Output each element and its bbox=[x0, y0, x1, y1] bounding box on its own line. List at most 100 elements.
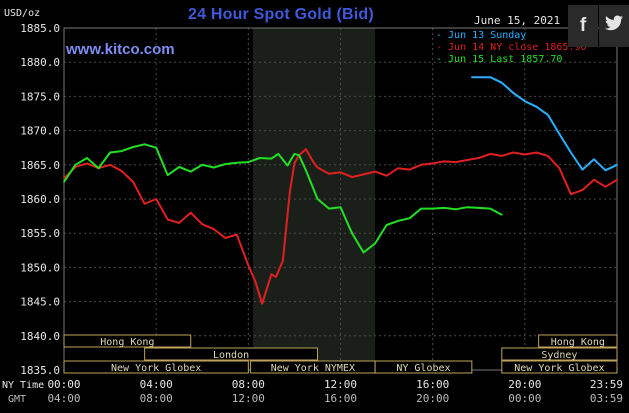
x-tick-gmt: 03:59 bbox=[590, 392, 623, 405]
session-label: NY Globex bbox=[396, 363, 450, 374]
series-point bbox=[512, 92, 515, 94]
series-point bbox=[593, 179, 595, 181]
series-point bbox=[275, 276, 277, 278]
series-point bbox=[143, 203, 146, 205]
series-point bbox=[316, 166, 319, 169]
y-axis-ticks: 1885.0 1880.0 1875.0 1870.0 1865.0 1860.0 1855… bbox=[20, 22, 60, 377]
session-label: New York Globex bbox=[111, 363, 201, 374]
x-tick-ny: 23:59 bbox=[590, 378, 623, 391]
series-point bbox=[282, 259, 284, 262]
series-point bbox=[166, 174, 169, 176]
series-point bbox=[86, 162, 88, 165]
series-point bbox=[286, 164, 289, 167]
session-label: New York NYMEX bbox=[271, 363, 355, 374]
series-point bbox=[259, 157, 261, 159]
series-point bbox=[270, 157, 273, 160]
series-point bbox=[289, 191, 291, 193]
series-line-1 bbox=[63, 148, 618, 305]
series-point bbox=[293, 162, 296, 165]
session-box bbox=[63, 360, 249, 374]
series-point bbox=[420, 164, 422, 166]
y-tick-label: 1840.0 bbox=[20, 330, 60, 343]
series-point bbox=[558, 167, 561, 169]
series-point bbox=[478, 157, 480, 159]
series-point bbox=[201, 164, 204, 166]
series-point bbox=[616, 164, 618, 166]
market-sessions: Hong Kong Hong Kong London Sydney New York G… bbox=[63, 334, 618, 374]
x-tick-ny: 16:00 bbox=[416, 378, 449, 391]
series-point bbox=[97, 167, 100, 169]
series-point bbox=[616, 179, 618, 181]
series-point bbox=[443, 160, 446, 163]
series-point bbox=[224, 237, 227, 239]
session-box bbox=[501, 347, 618, 361]
series-point bbox=[431, 162, 434, 165]
legend: - Jun 13 Sunday - Jun 14 NY close 1865.9… bbox=[436, 30, 587, 66]
y-axis-unit: USD/oz bbox=[4, 8, 41, 19]
series-point bbox=[63, 181, 65, 183]
series-point bbox=[293, 153, 296, 155]
series-point bbox=[547, 155, 549, 157]
y-tick-label: 1855.0 bbox=[20, 227, 60, 240]
twitter-share-button[interactable] bbox=[599, 5, 629, 47]
session-label: Hong Kong bbox=[551, 337, 605, 348]
series-point bbox=[489, 153, 492, 155]
y-tick-label: 1875.0 bbox=[20, 90, 60, 103]
series-point bbox=[512, 151, 515, 154]
series-point bbox=[524, 153, 526, 156]
series-point bbox=[535, 105, 538, 108]
series-point bbox=[328, 207, 330, 210]
x-axis-ticks: NY TimeGMT00:0004:0004:0008:0008:0012:00… bbox=[2, 378, 623, 405]
x-tick-gmt: 04:00 bbox=[47, 392, 80, 405]
series-point bbox=[178, 222, 180, 224]
series-point bbox=[328, 172, 330, 175]
series-point bbox=[489, 76, 492, 78]
x-tick-ny: 20:00 bbox=[508, 378, 541, 391]
series-point bbox=[408, 217, 411, 219]
x-tick-gmt: 12:00 bbox=[232, 392, 265, 405]
x-tick-gmt: 08:00 bbox=[140, 392, 173, 405]
series-point bbox=[236, 161, 238, 164]
session-label: New York Globex bbox=[514, 363, 604, 374]
series-point bbox=[535, 151, 538, 154]
series-point bbox=[489, 207, 492, 210]
series-point bbox=[362, 173, 365, 176]
session-box bbox=[374, 360, 473, 374]
y-tick-label: 1850.0 bbox=[20, 261, 60, 274]
series-point bbox=[155, 198, 157, 200]
series-point bbox=[213, 228, 215, 230]
x-tick-gmt: 16:00 bbox=[324, 392, 357, 405]
series-point bbox=[178, 166, 180, 168]
series-point bbox=[443, 207, 446, 209]
series-point bbox=[454, 161, 457, 163]
facebook-share-button[interactable]: f bbox=[568, 5, 598, 47]
series-point bbox=[189, 170, 192, 173]
series-point bbox=[604, 169, 607, 172]
series-point bbox=[316, 198, 319, 200]
series-point bbox=[397, 167, 399, 169]
series-point bbox=[109, 151, 111, 154]
series-point bbox=[374, 242, 376, 245]
series-point bbox=[385, 224, 388, 226]
series-point bbox=[420, 207, 422, 210]
series-point bbox=[570, 193, 572, 195]
series-point bbox=[120, 170, 123, 172]
series-point bbox=[143, 143, 146, 146]
session-box bbox=[538, 334, 618, 348]
series-point bbox=[397, 220, 399, 222]
legend-item-jun15: - Jun 15 Last 1857.70 bbox=[436, 54, 563, 65]
y-tick-label: 1845.0 bbox=[20, 296, 60, 309]
x-tick-gmt: 00:00 bbox=[508, 392, 541, 405]
session-label: Sydney bbox=[541, 350, 577, 361]
facebook-icon: f bbox=[579, 15, 587, 36]
series-point bbox=[351, 232, 353, 234]
series-point bbox=[478, 207, 480, 209]
series-point bbox=[374, 170, 376, 173]
series-point bbox=[63, 177, 65, 180]
series-point bbox=[298, 154, 300, 156]
series-point bbox=[109, 164, 111, 166]
x-tick-ny: 12:00 bbox=[324, 378, 357, 391]
series-point bbox=[558, 133, 561, 135]
series-point bbox=[305, 169, 307, 172]
series-point bbox=[74, 164, 77, 166]
